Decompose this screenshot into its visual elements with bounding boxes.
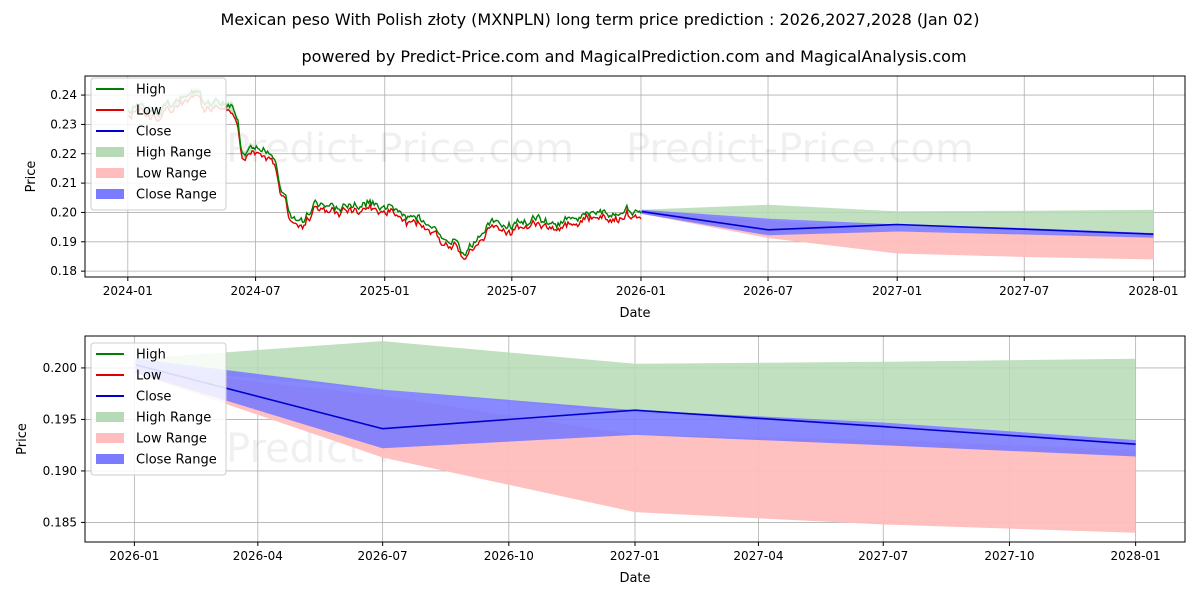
legend-swatch bbox=[96, 168, 124, 178]
high-range-band bbox=[641, 204, 1154, 233]
x-tick-label: 2026-01 bbox=[616, 284, 666, 298]
chart-title: Mexican peso With Polish złoty (MXNPLN) … bbox=[221, 10, 980, 29]
top-panel: Predict-Price.com Predict-Price.com 2024-0… bbox=[24, 75, 1186, 321]
legend: High Low Close High Range Low Range Close Ran… bbox=[90, 342, 227, 476]
y-tick-label: 0.22 bbox=[50, 147, 77, 161]
legend-label: High Range bbox=[136, 146, 211, 161]
y-tick-label: 0.23 bbox=[50, 117, 77, 131]
legend-label: Close Range bbox=[136, 453, 217, 468]
legend-label: Low bbox=[136, 369, 162, 384]
legend-swatch bbox=[96, 147, 124, 157]
high-range-band bbox=[135, 341, 1136, 440]
legend-label: High Range bbox=[136, 411, 211, 426]
legend-label: Close bbox=[136, 390, 171, 405]
legend-label: Low Range bbox=[136, 167, 207, 182]
y-tick-label: 0.195 bbox=[43, 412, 77, 426]
x-tick-label: 2026-01 bbox=[109, 549, 159, 563]
legend-label: Close bbox=[136, 125, 171, 140]
x-tick-label: 2027-04 bbox=[733, 549, 783, 563]
x-axis-label: Date bbox=[619, 306, 650, 321]
y-tick-label: 0.19 bbox=[50, 235, 77, 249]
close-range-band bbox=[135, 358, 1136, 457]
close-range-band bbox=[641, 209, 1154, 238]
x-tick-label: 2026-07 bbox=[358, 549, 408, 563]
y-tick-label: 0.24 bbox=[50, 88, 77, 102]
plot-marks bbox=[127, 87, 1154, 260]
x-tick-label: 2026-07 bbox=[743, 284, 793, 298]
y-tick-label: 0.190 bbox=[43, 464, 77, 478]
x-tick-label: 2026-04 bbox=[233, 549, 283, 563]
legend-swatch bbox=[96, 454, 124, 464]
legend-box bbox=[90, 77, 227, 211]
x-axis-label: Date bbox=[619, 571, 650, 586]
y-axis-label: Price bbox=[24, 161, 39, 193]
x-tick-label: 2025-07 bbox=[487, 284, 537, 298]
x-tick-label: 2027-01 bbox=[872, 284, 922, 298]
y-tick-label: 0.185 bbox=[43, 515, 77, 529]
x-tick-label: 2027-07 bbox=[999, 284, 1049, 298]
axes-frame bbox=[84, 75, 1186, 278]
x-tick-label: 2027-07 bbox=[858, 549, 908, 563]
plot-marks bbox=[135, 341, 1136, 533]
legend: High Low Close High Range Low Range Close Ran… bbox=[90, 77, 227, 211]
x-tick-label: 2024-07 bbox=[231, 284, 281, 298]
y-tick-label: 0.20 bbox=[50, 205, 77, 219]
legend-swatch bbox=[96, 433, 124, 443]
x-tick-label: 2027-01 bbox=[610, 549, 660, 563]
watermark-text: Predict-Price.com bbox=[626, 126, 974, 172]
legend-label: Low Range bbox=[136, 432, 207, 447]
chart-subtitle: powered by Predict-Price.com and Magical… bbox=[301, 47, 966, 66]
bottom-panel: Predict-Price.comPredict-Price.com2026-0… bbox=[15, 335, 1186, 586]
y-tick-label: 0.200 bbox=[43, 361, 77, 375]
x-tick-label: 2028-01 bbox=[1128, 284, 1178, 298]
legend-box bbox=[90, 342, 227, 476]
x-tick-label: 2024-01 bbox=[103, 284, 153, 298]
legend-label: High bbox=[136, 83, 166, 98]
x-tick-label: 2027-10 bbox=[984, 549, 1034, 563]
legend-swatch bbox=[96, 189, 124, 199]
legend-label: Low bbox=[136, 104, 162, 119]
legend-swatch bbox=[96, 412, 124, 422]
watermark-text: Predict-Price.com bbox=[226, 126, 574, 172]
y-axis-label: Price bbox=[15, 423, 30, 455]
legend-label: High bbox=[136, 348, 166, 363]
x-tick-label: 2028-01 bbox=[1111, 549, 1161, 563]
x-tick-label: 2025-01 bbox=[360, 284, 410, 298]
y-tick-label: 0.18 bbox=[50, 264, 77, 278]
y-tick-label: 0.21 bbox=[50, 176, 77, 190]
x-tick-label: 2026-10 bbox=[484, 549, 534, 563]
legend-label: Close Range bbox=[136, 188, 217, 203]
